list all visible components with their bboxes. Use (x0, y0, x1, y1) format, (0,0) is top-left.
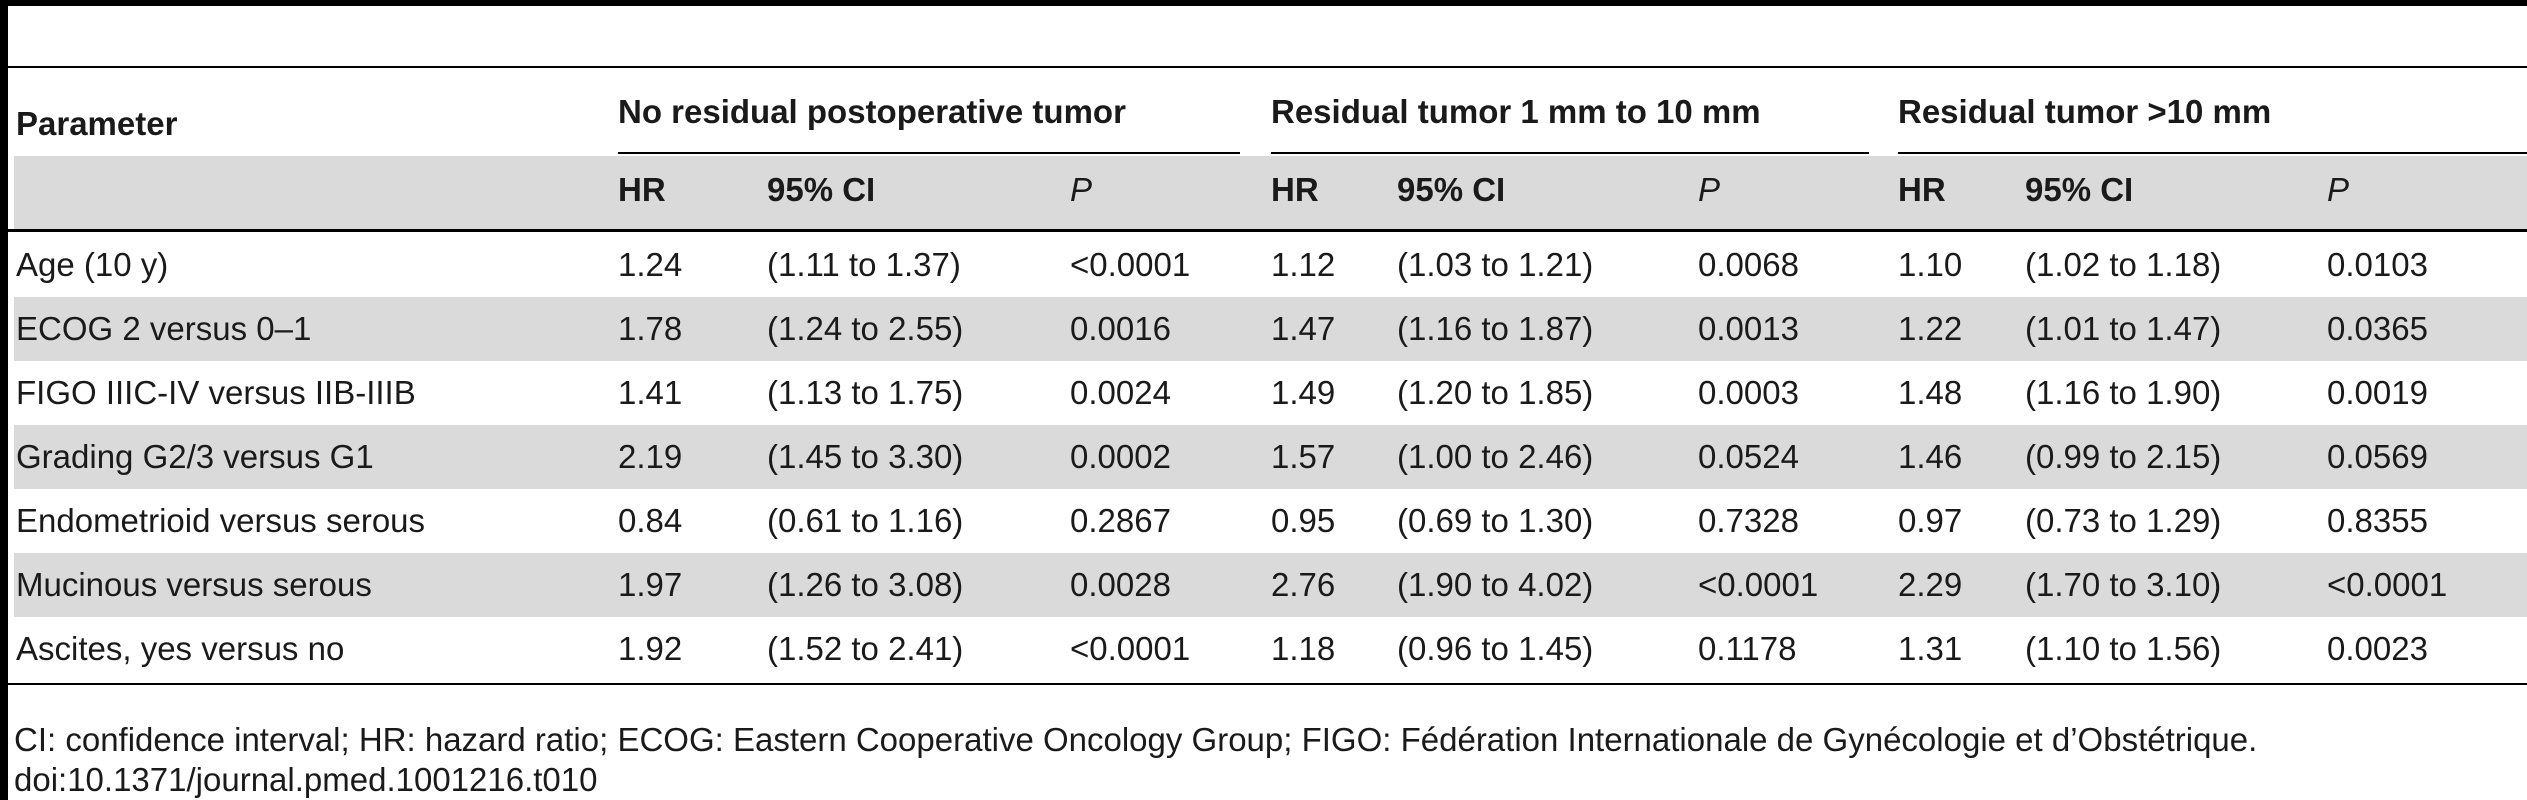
group-underline-residual-1-10 (1271, 152, 1869, 154)
ci-cell: (1.03 to 1.21) (1397, 246, 1594, 283)
ci-cell: (0.69 to 1.30) (1397, 502, 1594, 539)
ci-cell: (1.52 to 2.41) (767, 630, 964, 667)
hr-cell: 1.78 (618, 310, 683, 347)
group-header-residual-over-10: Residual tumor >10 mm (1898, 93, 2272, 130)
hr-cell: 0.84 (618, 502, 683, 539)
p-cell: 0.0068 (1698, 246, 1799, 283)
parameter-cell: Ascites, yes versus no (16, 630, 345, 667)
hr-cell: 1.22 (1898, 310, 1963, 347)
hr-cell: 1.92 (618, 630, 683, 667)
ci-cell: (0.61 to 1.16) (767, 502, 964, 539)
left-border-rule (0, 0, 8, 800)
p-cell: 0.0524 (1698, 438, 1799, 475)
ci-cell: (1.00 to 2.46) (1397, 438, 1594, 475)
p-cell: 0.0103 (2327, 246, 2428, 283)
subheader-p: P (2327, 171, 2350, 208)
ci-cell: (0.96 to 1.45) (1397, 630, 1594, 667)
p-cell: <0.0001 (2327, 566, 2448, 603)
p-cell: 0.0013 (1698, 310, 1799, 347)
p-cell: 0.8355 (2327, 502, 2428, 539)
ci-cell: (1.70 to 3.10) (2025, 566, 2222, 603)
p-cell: 0.2867 (1070, 502, 1171, 539)
ci-cell: (0.99 to 2.15) (2025, 438, 2222, 475)
table-row (14, 553, 2527, 617)
p-cell: 0.0023 (2327, 630, 2428, 667)
p-cell: 0.0028 (1070, 566, 1171, 603)
hr-cell: 1.24 (618, 246, 683, 283)
parameter-cell: Endometrioid versus serous (16, 502, 426, 539)
ci-cell: (1.13 to 1.75) (767, 374, 964, 411)
ci-cell: (1.16 to 1.87) (1397, 310, 1594, 347)
ci-cell: (1.45 to 3.30) (767, 438, 964, 475)
hr-cell: 1.31 (1898, 630, 1963, 667)
p-cell: 0.0569 (2327, 438, 2428, 475)
group-header-residual-1-10: Residual tumor 1 mm to 10 mm (1271, 93, 1761, 130)
hr-cell: 1.18 (1271, 630, 1336, 667)
hr-cell: 0.95 (1271, 502, 1336, 539)
p-cell: 0.0024 (1070, 374, 1171, 411)
ci-cell: (1.01 to 1.47) (2025, 310, 2222, 347)
hr-cell: 1.12 (1271, 246, 1336, 283)
hr-cell: 1.57 (1271, 438, 1336, 475)
parameter-cell: Mucinous versus serous (16, 566, 372, 603)
hr-cell: 2.76 (1271, 566, 1336, 603)
table-top-rule (8, 66, 2527, 68)
group-header-no-residual: No residual postoperative tumor (618, 93, 1126, 130)
hr-cell: 1.97 (618, 566, 683, 603)
subheader-ci: 95% CI (2025, 171, 2134, 208)
group-underline-residual-over-10 (1898, 152, 2527, 154)
subheader-hr: HR (1271, 171, 1319, 208)
table-row (14, 297, 2527, 361)
footnote-abbreviations: CI: confidence interval; HR: hazard rati… (14, 721, 2258, 758)
parameter-cell: Grading G2/3 versus G1 (16, 438, 374, 475)
subheader-hr: HR (1898, 171, 1946, 208)
hr-cell: 1.10 (1898, 246, 1963, 283)
subheader-ci: 95% CI (767, 171, 876, 208)
parameter-header: Parameter (16, 105, 178, 142)
subheader-p: P (1698, 171, 1721, 208)
subheader-bottom-rule (8, 229, 2527, 232)
hr-cell: 0.97 (1898, 502, 1963, 539)
footnote-doi: doi:10.1371/journal.pmed.1001216.t010 (14, 761, 598, 798)
p-cell: <0.0001 (1070, 630, 1191, 667)
p-cell: <0.0001 (1070, 246, 1191, 283)
table-row (14, 425, 2527, 489)
hr-cell: 1.47 (1271, 310, 1336, 347)
subheader-ci: 95% CI (1397, 171, 1506, 208)
ci-cell: (1.24 to 2.55) (767, 310, 964, 347)
ci-cell: (1.90 to 4.02) (1397, 566, 1594, 603)
p-cell: 0.0002 (1070, 438, 1171, 475)
ci-cell: (1.02 to 1.18) (2025, 246, 2222, 283)
subheader-band (14, 156, 2527, 229)
ci-cell: (1.11 to 1.37) (767, 246, 961, 283)
group-underline-no-residual (618, 152, 1240, 154)
table-bottom-rule (8, 683, 2527, 685)
ci-cell: (1.16 to 1.90) (2025, 374, 2222, 411)
top-border-rule (0, 0, 2527, 6)
ci-cell: (1.20 to 1.85) (1397, 374, 1594, 411)
subheader-p: P (1070, 171, 1093, 208)
ci-cell: (1.26 to 3.08) (767, 566, 964, 603)
hr-cell: 1.48 (1898, 374, 1963, 411)
subheader-hr: HR (618, 171, 666, 208)
hr-cell: 1.49 (1271, 374, 1336, 411)
hr-cell: 2.29 (1898, 566, 1963, 603)
p-cell: <0.0001 (1698, 566, 1819, 603)
parameter-cell: Age (10 y) (16, 246, 169, 283)
hr-cell: 2.19 (618, 438, 683, 475)
ci-cell: (1.10 to 1.56) (2025, 630, 2222, 667)
hr-cell: 1.41 (618, 374, 683, 411)
p-cell: 0.1178 (1698, 630, 1797, 667)
parameter-cell: FIGO IIIC-IV versus IIB-IIIB (16, 374, 416, 411)
hr-cell: 1.46 (1898, 438, 1963, 475)
p-cell: 0.0003 (1698, 374, 1799, 411)
parameter-cell: ECOG 2 versus 0–1 (16, 310, 312, 347)
p-cell: 0.0365 (2327, 310, 2428, 347)
ci-cell: (0.73 to 1.29) (2025, 502, 2222, 539)
p-cell: 0.0016 (1070, 310, 1171, 347)
p-cell: 0.0019 (2327, 374, 2428, 411)
p-cell: 0.7328 (1698, 502, 1799, 539)
